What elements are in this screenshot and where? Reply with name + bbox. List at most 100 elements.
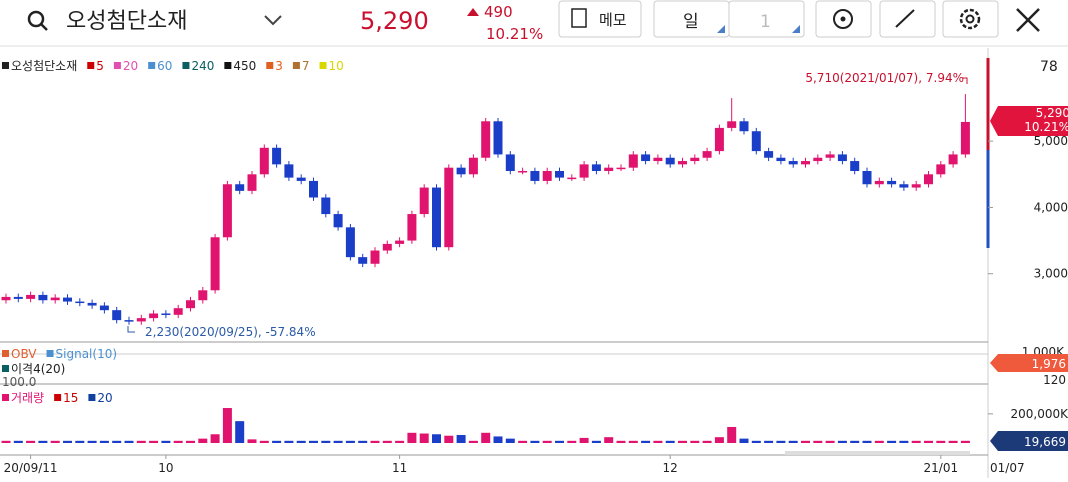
candle-body	[346, 227, 355, 257]
search-icon[interactable]	[29, 12, 43, 26]
legend-label: 이격4(20)	[11, 362, 65, 376]
candle-body	[198, 290, 207, 300]
candle-body	[653, 158, 662, 161]
candle-body	[592, 164, 601, 171]
candle-body	[469, 158, 478, 175]
legend-label: 20	[123, 59, 138, 73]
legend-swatch	[2, 365, 9, 372]
volume-bar	[727, 427, 736, 443]
volume-bar	[444, 436, 453, 443]
candle-body	[149, 313, 158, 318]
candle-body	[457, 168, 466, 175]
legend-swatch	[182, 62, 189, 69]
candle-body	[826, 154, 835, 157]
candle-body	[297, 178, 306, 181]
candle-body	[88, 303, 97, 306]
volume-bar	[2, 441, 11, 443]
volume-bar	[567, 441, 576, 443]
candle-body	[75, 302, 84, 304]
legend-swatch	[2, 394, 9, 401]
candle-body	[789, 161, 798, 164]
legend-label: 450	[233, 59, 256, 73]
candle-body	[838, 154, 847, 161]
volume-bar	[678, 441, 687, 443]
volume-bar	[961, 441, 970, 443]
x-tick-label: 20/09/11	[4, 461, 58, 475]
legend-label: 60	[157, 59, 172, 73]
scrollbar[interactable]	[785, 451, 970, 455]
candle-body	[752, 131, 761, 151]
legend-label: 240	[191, 59, 214, 73]
volume-tag-value: 19,669	[1024, 435, 1066, 449]
candle-body	[100, 306, 109, 311]
candle-body	[395, 241, 404, 244]
legend-label: 거래량	[11, 391, 44, 405]
volume-bar	[617, 441, 626, 443]
candle-body	[764, 151, 773, 158]
volume-bar	[63, 441, 72, 443]
stock-name[interactable]: 오성첨단소재	[66, 9, 187, 34]
candle-body	[506, 154, 515, 171]
legend-swatch	[293, 62, 300, 69]
candle-body	[727, 121, 736, 128]
volume-bar	[801, 441, 810, 443]
candle-body	[899, 184, 908, 187]
volume-bar	[530, 441, 539, 443]
volume-bar	[494, 436, 503, 443]
draw-button[interactable]	[880, 1, 935, 37]
candle-body	[518, 171, 527, 173]
volume-bar	[75, 441, 84, 443]
legend-swatch	[2, 350, 9, 357]
volume-bar	[592, 441, 601, 443]
settings-button[interactable]	[943, 1, 998, 37]
legend-swatch	[87, 62, 94, 69]
volume-bar	[112, 441, 121, 443]
legend-label: 5	[96, 59, 104, 73]
volume-bar	[875, 441, 884, 443]
legend-swatch	[320, 62, 327, 69]
up-arrow	[467, 8, 479, 16]
price-tag-value: 5,290	[1036, 106, 1068, 120]
candle-body	[321, 198, 330, 215]
candle-body	[543, 171, 552, 181]
candle-body	[2, 297, 11, 300]
volume-bar	[198, 439, 207, 443]
low-annotation: 2,230(2020/09/25), -57.84%	[145, 325, 316, 339]
y-tick-label: 4,000	[1034, 200, 1068, 214]
legend-swatch	[266, 62, 273, 69]
legend-label: 10	[329, 59, 344, 73]
candle-body	[580, 164, 589, 177]
legend-label: 7	[302, 59, 310, 73]
volume-bar	[912, 441, 921, 443]
candle-body	[961, 122, 970, 154]
legend-label: Signal(10)	[56, 347, 118, 361]
volume-bar	[629, 441, 638, 443]
volume-bar	[653, 441, 662, 443]
crosshair-dot	[841, 17, 846, 22]
volume-bar	[248, 439, 257, 443]
candle-body	[494, 121, 503, 154]
candle-body	[641, 154, 650, 161]
volume-bar	[334, 441, 343, 443]
candle-body	[912, 184, 921, 187]
obv-left-label: 100.0	[2, 375, 36, 389]
legend-swatch	[114, 62, 121, 69]
volume-bar	[469, 441, 478, 443]
candle-body	[629, 154, 638, 167]
candle-body	[420, 188, 429, 215]
candle-body	[137, 318, 146, 321]
y-tick-label: 5,000	[1034, 134, 1068, 148]
dropdown-icon[interactable]	[265, 16, 281, 24]
volume-bar	[813, 441, 822, 443]
candle-body	[161, 313, 170, 315]
candle-body	[407, 214, 416, 241]
legend-swatch	[224, 62, 231, 69]
candle-body	[567, 178, 576, 180]
high-annotation: 5,710(2021/01/07), 7.94%	[805, 71, 964, 85]
volume-bar	[776, 441, 785, 443]
legend-label: 20	[97, 391, 112, 405]
volume-bar	[125, 441, 134, 443]
volume-bar	[666, 441, 675, 443]
legend-swatch	[47, 350, 54, 357]
